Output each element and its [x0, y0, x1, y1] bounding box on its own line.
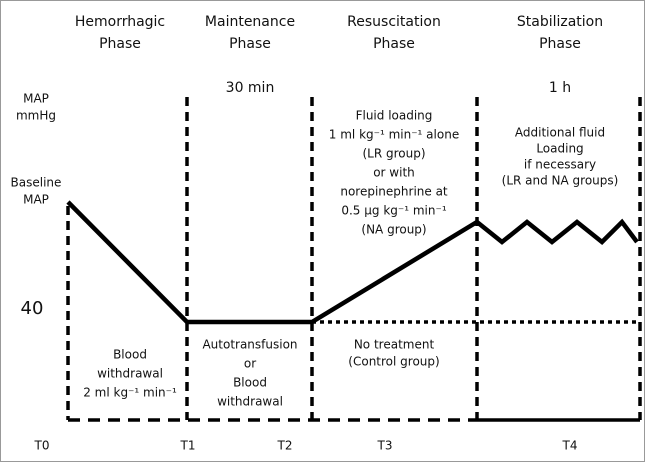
note-line: norepinephrine at: [340, 185, 448, 199]
note-line: Autotransfusion: [202, 338, 297, 352]
note-line: 0.5 µg kg⁻¹ min⁻¹: [341, 204, 446, 218]
labels: Hemorrhagic Phase Maintenance Phase Resu…: [11, 14, 604, 319]
phase-title: Phase: [539, 36, 581, 52]
note-line: (Control group): [348, 355, 439, 369]
y-label: MAP: [23, 92, 49, 106]
y-label: Baseline: [11, 176, 62, 190]
time-point: T4: [562, 439, 578, 453]
note-line: Blood: [233, 376, 267, 390]
phase-title: Phase: [373, 36, 415, 52]
phase-title: Maintenance: [205, 14, 295, 30]
note-line: Fluid loading: [356, 109, 433, 123]
y-label: 40: [21, 298, 44, 319]
time-point: T3: [377, 439, 393, 453]
phase-title: Hemorrhagic: [75, 14, 165, 30]
time-point: T2: [277, 439, 293, 453]
note-line: 2 ml kg⁻¹ min⁻¹: [83, 386, 177, 400]
phase-title: Stabilization: [517, 14, 603, 30]
note-line: or with: [373, 166, 415, 180]
note-line: (LR group): [362, 147, 425, 161]
y-label: mmHg: [16, 109, 56, 123]
note-line: (NA group): [361, 223, 426, 237]
guides: [66, 97, 642, 422]
duration: 30 min: [226, 80, 275, 96]
note-line: No treatment: [354, 338, 435, 352]
note-line: if necessary: [524, 158, 596, 172]
phase-title: Resuscitation: [347, 14, 441, 30]
note-line: (LR and NA groups): [502, 174, 619, 188]
note-line: Blood: [113, 348, 147, 362]
duration: 1 h: [549, 80, 571, 96]
phase-title: Phase: [229, 36, 271, 52]
note-line: withdrawal: [217, 395, 283, 409]
time-point: T0: [34, 439, 50, 453]
note-line: Additional fluid: [515, 126, 605, 140]
note-line: or: [244, 357, 256, 371]
y-label: MAP: [23, 193, 49, 207]
phase-title: Phase: [99, 36, 141, 52]
note-line: 1 ml kg⁻¹ min⁻¹ alone: [329, 128, 459, 142]
map-curve: [66, 200, 639, 325]
note-line: withdrawal: [97, 367, 163, 381]
note-line: Loading: [536, 142, 583, 156]
time-point: T1: [180, 439, 196, 453]
